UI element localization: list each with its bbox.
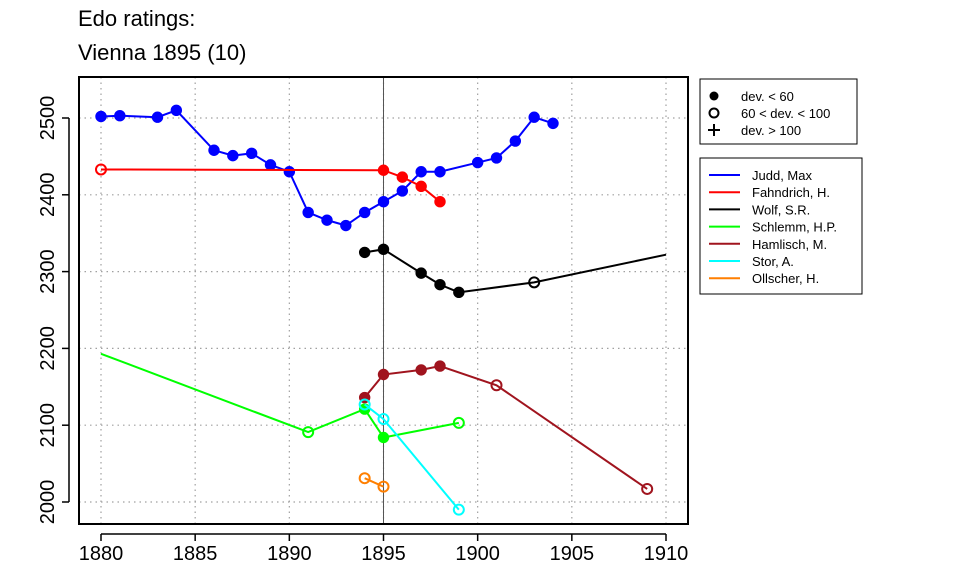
data-point-filled — [245, 147, 258, 160]
series-legend-label: Judd, Max — [752, 168, 812, 183]
data-point-filled — [509, 135, 522, 147]
series-legend-label: Hamlisch, M. — [752, 237, 827, 252]
series-line-1 — [100, 168, 441, 203]
y-tick-label: 2100 — [37, 403, 59, 448]
series-line-5 — [364, 403, 460, 511]
data-point-filled — [377, 368, 390, 381]
series-line-3 — [100, 352, 460, 439]
data-point-filled — [377, 196, 390, 208]
data-point-filled — [415, 166, 427, 178]
legend-open-circle-icon — [708, 107, 720, 119]
data-point-filled — [434, 196, 446, 208]
data-point-open — [377, 480, 390, 493]
x-axis: 1880 1885 1890 1895 1900 1905 1910 — [79, 533, 689, 565]
data-point-open — [358, 398, 371, 411]
y-axis: 2000 2100 2200 2300 2400 2500 — [37, 96, 70, 525]
series-legend: Judd, Max Fahndrich, H. Wolf, S.R. Schlemm,… — [699, 157, 863, 295]
chart-title: Edo ratings: — [78, 6, 196, 31]
data-point-filled — [264, 159, 277, 171]
series-legend-label: Schlemm, H.P. — [752, 220, 837, 235]
data-point-filled — [396, 171, 409, 183]
series-legend-label: Stor, A. — [752, 254, 794, 269]
y-tick-label: 2400 — [37, 173, 59, 218]
series-group — [95, 104, 667, 516]
data-point-filled — [321, 214, 333, 226]
data-point-filled — [377, 164, 390, 176]
data-point-filled — [453, 286, 465, 299]
x-tick-label: 1905 — [550, 543, 595, 565]
data-point-filled — [340, 219, 352, 232]
symbol-legend-label: 60 < dev. < 100 — [741, 106, 830, 121]
data-point-filled — [434, 360, 446, 372]
symbol-legend-box — [699, 78, 858, 145]
series-legend-label: Ollscher, H. — [752, 271, 819, 286]
data-point-filled — [490, 152, 503, 164]
data-point-open — [358, 472, 371, 485]
data-point-filled — [434, 166, 446, 178]
data-point-filled — [358, 246, 371, 259]
series-line-4 — [363, 365, 648, 490]
x-tick-label: 1885 — [173, 543, 218, 565]
data-point-filled — [396, 185, 409, 197]
y-tick-label: 2500 — [37, 96, 59, 141]
series-legend-label: Wolf, S.R. — [752, 202, 810, 217]
legend-filled-circle-icon — [709, 91, 719, 101]
data-point-filled — [208, 144, 220, 156]
y-tick-label: 2200 — [37, 326, 59, 371]
plot-frame — [78, 76, 689, 525]
data-point-open — [528, 276, 541, 289]
data-point-open — [377, 413, 390, 426]
symbol-legend: dev. < 60 60 < dev. < 100 dev. > 100 — [699, 78, 858, 145]
x-tick-label: 1900 — [455, 543, 500, 565]
data-point-filled — [377, 243, 390, 256]
data-point-open — [452, 503, 465, 516]
series-line-0 — [100, 109, 554, 227]
data-point-filled — [151, 111, 164, 123]
chart-subtitle: Vienna 1895 (10) — [78, 40, 247, 65]
x-tick-label: 1910 — [644, 543, 689, 565]
series-line-2 — [364, 248, 667, 294]
y-tick-label: 2000 — [37, 480, 59, 525]
data-point-open — [641, 482, 654, 495]
x-tick-label: 1890 — [267, 543, 312, 565]
data-point-open — [302, 426, 315, 439]
data-point-filled — [227, 149, 239, 162]
legend-plus-icon — [708, 124, 720, 136]
data-point-filled — [283, 166, 296, 178]
data-point-open — [452, 416, 465, 429]
data-point-filled — [302, 206, 314, 219]
data-point-filled — [170, 104, 183, 117]
data-point-filled — [471, 156, 484, 169]
data-point-filled — [415, 180, 427, 193]
series-line-6 — [364, 477, 384, 488]
data-point-open — [95, 163, 107, 176]
data-point-filled — [114, 109, 126, 122]
series-legend-label: Fahndrich, H. — [752, 185, 830, 200]
data-point-filled — [358, 206, 371, 219]
data-point-filled — [434, 278, 446, 291]
symbol-legend-label: dev. < 60 — [741, 89, 794, 104]
data-point-filled — [415, 267, 427, 279]
y-tick-label: 2300 — [37, 249, 59, 294]
data-point-filled — [528, 111, 540, 123]
data-point-filled — [377, 431, 390, 444]
x-tick-label: 1880 — [79, 543, 124, 565]
data-point-filled — [547, 117, 559, 130]
data-point-filled — [415, 364, 427, 376]
data-point-open — [490, 379, 503, 392]
data-point-filled — [95, 110, 107, 123]
symbol-legend-label: dev. > 100 — [741, 123, 801, 138]
x-tick-label: 1895 — [361, 543, 406, 565]
